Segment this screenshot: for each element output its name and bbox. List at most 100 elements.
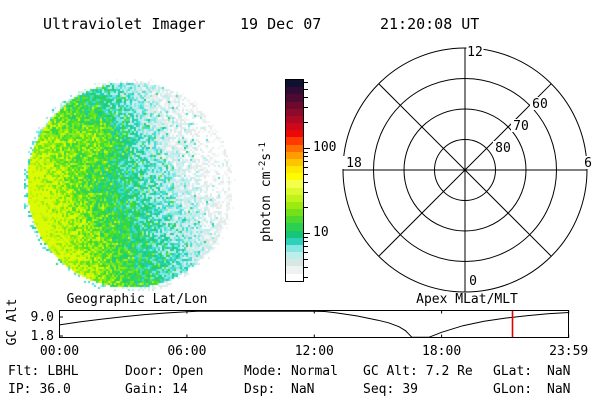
mlat-label-60: 60 (532, 97, 548, 112)
mlt-spoke-nw-se (378, 83, 552, 257)
status-value: NaN (547, 364, 571, 379)
geographic-latlon-title: Geographic Lat/Lon (67, 292, 208, 307)
apex-mlat-mlt-title: Apex MLat/MLT (416, 292, 518, 307)
status-value: NaN (291, 382, 315, 397)
status-mode: Mode: Normal (244, 364, 338, 379)
status-label: Dsp: (244, 382, 276, 397)
colorbar-segment (286, 237, 303, 245)
colorbar-segment (286, 94, 303, 102)
colorbar-tick (304, 81, 308, 83)
colorbar-tick-label: 10 (313, 225, 329, 240)
label-bg (581, 156, 596, 169)
label-bg (530, 97, 551, 110)
x-tick-label: 06:00 (167, 344, 206, 359)
colorbar-segment (286, 230, 303, 238)
colorbar-tick (304, 181, 308, 183)
status-dsp: Dsp: NaN (244, 382, 314, 397)
colorbar-tick (304, 251, 308, 253)
status-value: 39 (402, 382, 418, 397)
colorbar-segment (286, 144, 303, 152)
x-tick-label: 12:00 (295, 344, 334, 359)
status-value: 14 (172, 382, 188, 397)
status-gain: Gain: 14 (125, 382, 188, 397)
label-bg (466, 274, 481, 287)
colorbar-ticks: 100 10 (304, 79, 344, 282)
colorbar-tick (304, 107, 308, 109)
status-label: Seq: (363, 382, 395, 397)
colorbar-segment (286, 266, 303, 274)
colorbar-segment (286, 173, 303, 181)
colorbar-segment (286, 137, 303, 145)
status-flt: Flt: LBHL (8, 364, 79, 379)
mlt-label-0: 0 (469, 274, 477, 289)
label-bg (342, 156, 366, 169)
status-label: Flt: (8, 364, 40, 379)
colorbar-tick (304, 88, 308, 90)
colorbar-axis-label: photon cm-2s-1 (258, 142, 274, 242)
colorbar-tick (304, 266, 308, 268)
colorbar-segment (286, 273, 303, 281)
colorbar-segment (286, 223, 303, 231)
colorbar-segment (286, 166, 303, 174)
mlt-label-6: 6 (584, 156, 592, 171)
colorbar-tick (304, 277, 308, 279)
status-seq: Seq: 39 (363, 382, 418, 397)
status-door: Door: Open (125, 364, 203, 379)
time-label: 21:20:08 UT (380, 15, 480, 33)
colorbar-segment (286, 201, 303, 210)
colorbar-segment (286, 209, 303, 217)
colorbar-tick (304, 236, 308, 238)
colorbar-tick (304, 258, 308, 260)
colorbar-segment (286, 123, 303, 131)
x-tick-label: 00:00 (40, 344, 79, 359)
status-value: NaN (547, 382, 571, 397)
status-label: Mode: (244, 364, 284, 379)
y-tick-label: 1.8 (31, 329, 54, 344)
colorbar-tick-label: 100 (313, 140, 337, 155)
status-label: GLon: (493, 382, 533, 397)
colorbar-segment (286, 115, 303, 124)
colorbar-segment (286, 259, 303, 267)
colorbar-segment (286, 130, 303, 138)
colorbar-tick (304, 241, 308, 243)
colorbar-segment (286, 87, 303, 95)
status-label: Gain: (125, 382, 165, 397)
mlat-label-70: 70 (513, 119, 529, 134)
colorbar-segment (286, 252, 303, 260)
orbit-altitude-panel: Geographic Lat/Lon Apex MLat/MLT GC Alt … (5, 292, 588, 359)
colorbar-label-exp1: -1 (257, 142, 268, 153)
mlt-label-18: 18 (346, 156, 362, 171)
status-label: IP: (8, 382, 32, 397)
colorbar-segment (286, 80, 303, 88)
apex-polar-grid: 12 18 6 0 60 70 80 (342, 45, 596, 293)
colorbar-tick (304, 148, 310, 149)
colorbar-segment (286, 151, 303, 159)
colorbar-tick (304, 96, 308, 98)
status-glat: GLat: NaN (493, 364, 570, 379)
colorbar-segment (286, 108, 303, 116)
status-gc-alt: GC Alt: 7.2 Re (363, 364, 473, 379)
colorbar-label-text: photon cm (259, 171, 275, 242)
status-value: 36.0 (39, 382, 71, 397)
status-glon: GLon: NaN (493, 382, 570, 397)
status-value: Normal (291, 364, 338, 379)
status-value: 7.2 Re (425, 364, 473, 379)
label-bg (466, 45, 484, 58)
plot-box (59, 310, 569, 338)
status-value: LBHL (47, 364, 79, 379)
colorbar-tick (304, 192, 308, 194)
gc-alt-axis-label: GC Alt (5, 299, 20, 346)
page-title: Ultraviolet Imager (43, 15, 206, 33)
label-bg (493, 141, 514, 154)
colorbar-tick (304, 122, 308, 124)
date-label: 19 Dec 07 (240, 15, 322, 33)
colorbar-segment (286, 216, 303, 224)
colorbar-tick (304, 166, 308, 168)
colorbar-tick (304, 161, 308, 163)
colorbar-tick (304, 207, 308, 209)
colorbar-tick (304, 151, 308, 153)
status-label: Door: (125, 364, 165, 379)
colorbar-tick (304, 233, 310, 234)
gc-alt-curve (59, 310, 570, 338)
